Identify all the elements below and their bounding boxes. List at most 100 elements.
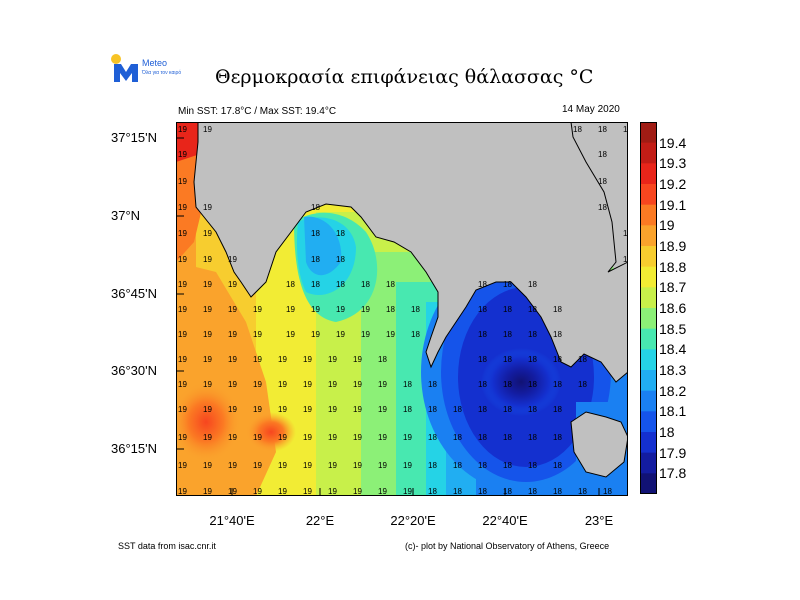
colorbar-label: 18.1 <box>659 403 687 420</box>
colorbar-label: 18.7 <box>659 279 687 296</box>
colorbar-segment <box>640 246 657 268</box>
grid-value-label: 19 <box>178 150 187 159</box>
grid-value-label: 18 <box>503 405 512 414</box>
grid-value-label: 19 <box>203 355 212 364</box>
grid-value-label: 18 <box>411 330 420 339</box>
grid-value-label: 18 <box>453 487 462 496</box>
sst-map: 19 19 18 18 18 19 18 19 18 19 19 18 18 19 19 18 18 18 19 19… <box>176 122 628 496</box>
title-unit: °C <box>569 66 594 88</box>
grid-value-label: 18 <box>478 405 487 414</box>
grid-value-label: 18 <box>403 405 412 414</box>
grid-value-label: 19 <box>378 461 387 470</box>
colorbar-segment <box>640 204 657 226</box>
grid-value-label: 19 <box>253 461 262 470</box>
grid-value-label: 19 <box>278 355 287 364</box>
grid-value-label: 19 <box>303 487 312 496</box>
grid-value-label: 18 <box>311 229 320 238</box>
grid-value-label: 18 <box>623 255 628 264</box>
grid-value-label: 19 <box>228 305 237 314</box>
grid-value-label: 18 <box>578 487 587 496</box>
grid-value-label: 19 <box>178 125 187 134</box>
lon-label: 22°E <box>305 513 335 528</box>
grid-value-label: 18 <box>286 280 295 289</box>
grid-value-label: 19 <box>203 330 212 339</box>
grid-value-label: 18 <box>553 487 562 496</box>
grid-value-label: 19 <box>336 305 345 314</box>
grid-value-label: 18 <box>478 305 487 314</box>
grid-value-label: 19 <box>203 461 212 470</box>
lat-label: 36°45'N <box>111 286 157 301</box>
grid-value-label: 18 <box>378 355 387 364</box>
grid-value-label: 18 <box>428 433 437 442</box>
grid-value-label: 19 <box>178 355 187 364</box>
grid-value-label: 18 <box>553 330 562 339</box>
grid-value-label: 19 <box>353 461 362 470</box>
lon-label: 22°20'E <box>390 513 436 528</box>
grid-value-label: 18 <box>578 355 587 364</box>
grid-value-label: 19 <box>403 433 412 442</box>
grid-value-label: 18 <box>336 255 345 264</box>
grid-value-label: 18 <box>528 280 537 289</box>
lat-label: 36°30'N <box>111 363 157 378</box>
grid-value-label: 19 <box>353 355 362 364</box>
grid-value-label: 19 <box>336 330 345 339</box>
grid-value-label: 19 <box>361 330 370 339</box>
grid-value-label: 18 <box>386 280 395 289</box>
colorbar-label: 18.8 <box>659 258 687 275</box>
grid-value-label: 18 <box>528 433 537 442</box>
grid-value-label: 18 <box>503 487 512 496</box>
grid-value-label: 19 <box>286 330 295 339</box>
grid-value-label: 19 <box>203 203 212 212</box>
grid-value-label: 18 <box>528 380 537 389</box>
grid-value-label: 19 <box>203 487 212 496</box>
grid-value-label: 19 <box>203 305 212 314</box>
grid-value-label: 18 <box>598 125 607 134</box>
grid-value-label: 18 <box>478 461 487 470</box>
grid-value-label: 19 <box>253 433 262 442</box>
colorbar-label: 18.5 <box>659 320 687 337</box>
grid-value-label: 19 <box>311 305 320 314</box>
grid-value-label: 18 <box>503 305 512 314</box>
title-text: Θερμοκρασία επιφάνειας θάλασσας <box>215 66 564 88</box>
colorbar-label: 19.1 <box>659 196 687 213</box>
data-source: SST data from isac.cnr.it <box>118 541 216 551</box>
grid-value-label: 19 <box>178 255 187 264</box>
grid-value-label: 19 <box>328 380 337 389</box>
grid-value-label: 19 <box>328 461 337 470</box>
grid-value-label: 19 <box>228 405 237 414</box>
grid-value-label: 19 <box>253 330 262 339</box>
landmass <box>193 122 628 478</box>
grid-value-label: 18 <box>623 125 628 134</box>
grid-value-label: 18 <box>528 305 537 314</box>
grid-value-label: 18 <box>311 203 320 212</box>
colorbar-label: 17.9 <box>659 444 687 461</box>
grid-value-label: 18 <box>528 330 537 339</box>
grid-value-label: 19 <box>178 487 187 496</box>
grid-value-label: 19 <box>228 330 237 339</box>
min-max-sst: Min SST: 17.8°C / Max SST: 19.4°C <box>178 106 337 117</box>
grid-value-label: 18 <box>503 433 512 442</box>
grid-value-label: 18 <box>503 461 512 470</box>
grid-value-label: 19 <box>286 305 295 314</box>
grid-value-label: 19 <box>353 405 362 414</box>
grid-value-label: 19 <box>203 255 212 264</box>
colorbar-segment <box>640 184 657 206</box>
grid-value-label: 19 <box>378 487 387 496</box>
grid-value-label: 19 <box>178 330 187 339</box>
grid-value-label: 18 <box>603 487 612 496</box>
grid-value-label: 19 <box>386 330 395 339</box>
grid-value-label: 18 <box>311 280 320 289</box>
colorbar-label: 18.2 <box>659 382 687 399</box>
grid-value-label: 19 <box>378 433 387 442</box>
grid-value-label: 18 <box>478 330 487 339</box>
grid-value-label: 18 <box>453 433 462 442</box>
grid-value-label: 18 <box>573 125 582 134</box>
grid-value-label: 19 <box>228 255 237 264</box>
grid-value-label: 18 <box>553 405 562 414</box>
colorbar-segment <box>640 266 657 288</box>
colorbar-label: 18.6 <box>659 300 687 316</box>
grid-value-label: 18 <box>553 461 562 470</box>
grid-value-label: 18 <box>528 487 537 496</box>
colorbar-segment <box>640 163 657 185</box>
grid-value-label: 18 <box>528 355 537 364</box>
